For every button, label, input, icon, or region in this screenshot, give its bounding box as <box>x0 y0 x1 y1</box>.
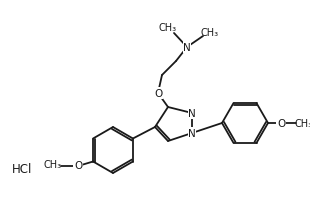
Text: CH₃: CH₃ <box>295 118 310 128</box>
Text: N: N <box>188 109 196 118</box>
Text: CH₃: CH₃ <box>43 160 61 170</box>
Text: O: O <box>277 118 285 128</box>
Text: CH₃: CH₃ <box>159 23 177 33</box>
Text: HCl: HCl <box>12 163 32 176</box>
Text: CH₃: CH₃ <box>201 28 219 38</box>
Text: O: O <box>74 161 82 171</box>
Text: N: N <box>188 128 196 138</box>
Text: O: O <box>154 89 162 98</box>
Text: N: N <box>183 43 191 53</box>
